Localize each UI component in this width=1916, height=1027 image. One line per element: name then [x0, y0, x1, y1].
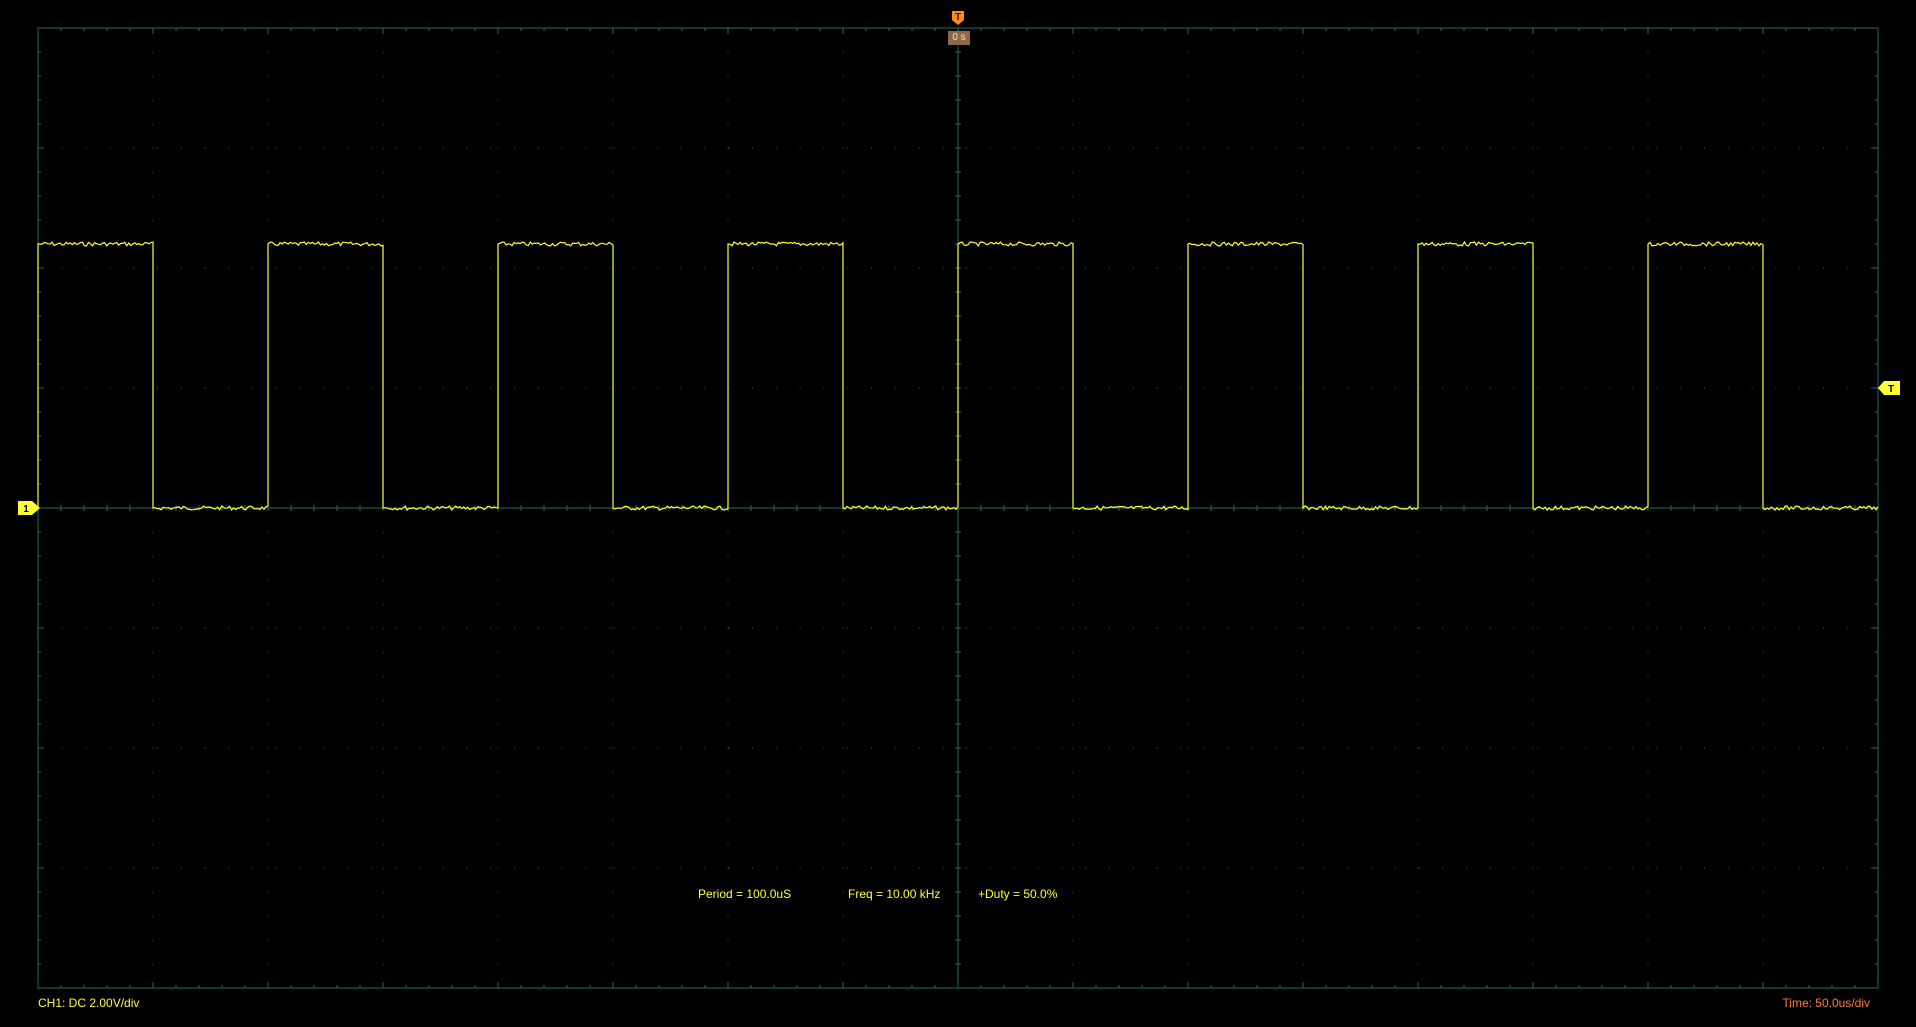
ch1-status: CH1: DC 2.00V/div	[38, 996, 140, 1010]
trigger-level-marker[interactable]: T	[1878, 381, 1900, 395]
ch1-trace-group	[37, 240, 1879, 512]
trigger-position-label: 0 s	[948, 31, 970, 45]
graticule	[37, 27, 1879, 989]
timebase-status: Time: 50.0us/div	[1782, 996, 1870, 1010]
ch1-ground-marker[interactable]: 1	[18, 501, 40, 515]
trigger-time-marker[interactable]: T	[951, 11, 965, 25]
ch1-marker-glyph: 1	[23, 504, 29, 515]
frequency-measurement: Freq = 10.00 kHz	[848, 887, 941, 901]
duty-measurement: +Duty = 50.0%	[978, 887, 1058, 901]
trigger-time-glyph: T	[955, 12, 961, 23]
ch1-trace	[37, 240, 1879, 512]
period-measurement: Period = 100.0uS	[698, 887, 792, 901]
trigger-level-glyph: T	[1888, 384, 1894, 395]
